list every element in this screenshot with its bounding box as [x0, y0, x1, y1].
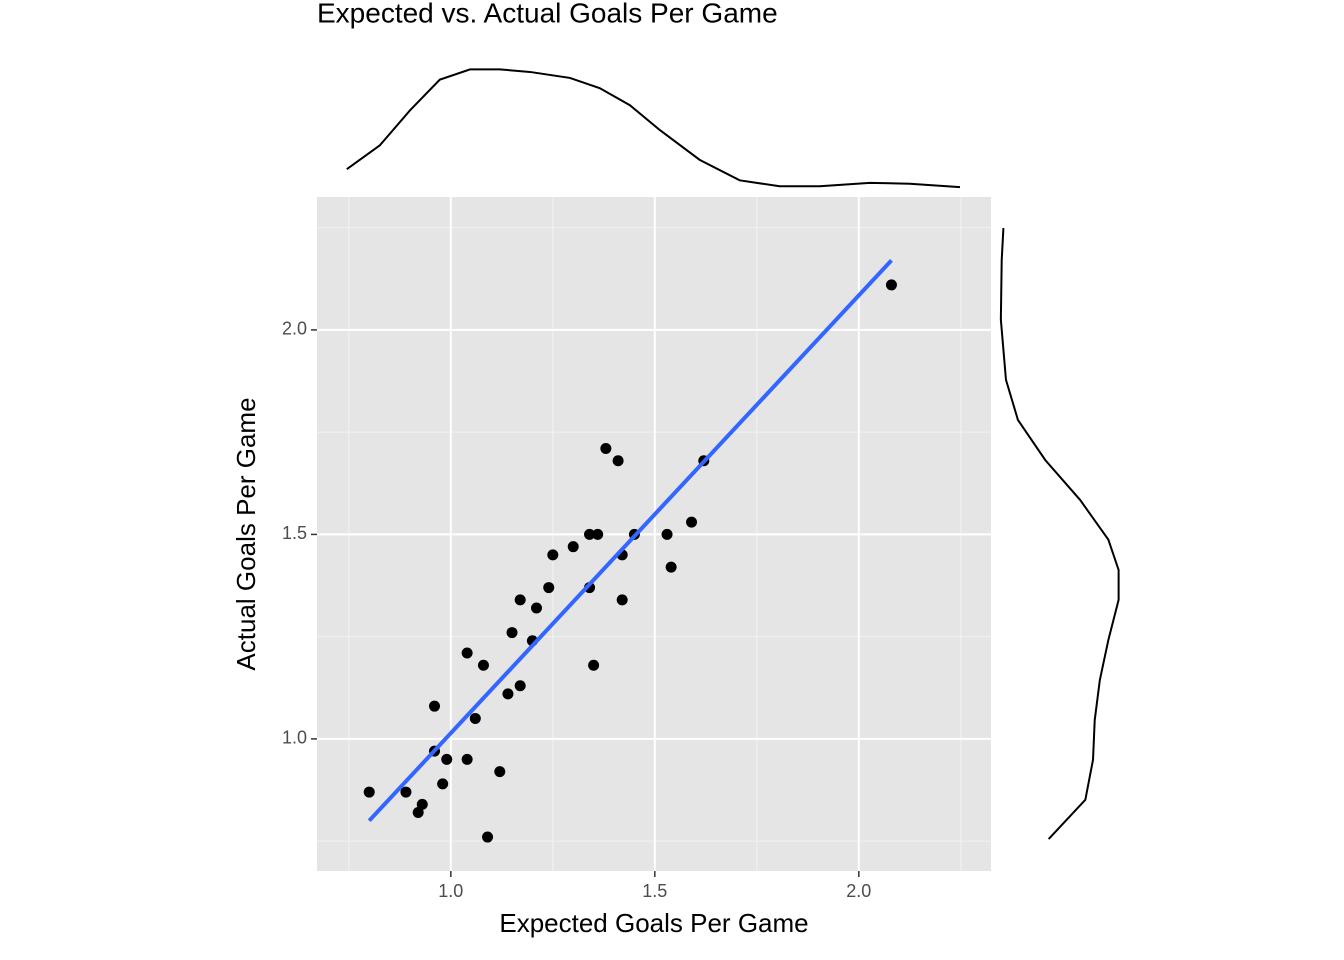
point: [461, 753, 473, 765]
point: [477, 659, 489, 671]
point: [494, 766, 506, 778]
point: [588, 659, 600, 671]
point: [661, 528, 673, 540]
point: [412, 807, 424, 819]
y-tick-label: 2.0: [282, 319, 307, 339]
point: [363, 786, 375, 798]
point: [584, 528, 596, 540]
point: [686, 516, 698, 528]
point: [441, 753, 453, 765]
point: [506, 627, 518, 639]
point: [600, 443, 612, 455]
point: [502, 688, 514, 700]
chart-title: Expected vs. Actual Goals Per Game: [317, 0, 778, 28]
point: [514, 594, 526, 606]
point: [400, 786, 412, 798]
x-tick-label: 1.0: [438, 881, 463, 901]
point: [612, 455, 624, 467]
y-tick-label: 1.0: [282, 728, 307, 748]
point: [437, 778, 449, 790]
trend-line: [367, 259, 893, 823]
point: [530, 602, 542, 614]
y-axis-label: Actual Goals Per Game: [231, 397, 261, 670]
point: [665, 561, 677, 573]
point: [567, 541, 579, 553]
x-tick-label: 2.0: [846, 881, 871, 901]
point: [482, 831, 494, 843]
point: [416, 798, 428, 810]
point: [429, 700, 441, 712]
point: [616, 594, 628, 606]
point: [469, 712, 481, 724]
y-density: [999, 228, 1120, 840]
point: [592, 528, 604, 540]
point: [543, 582, 555, 594]
point: [514, 680, 526, 692]
x-density: [346, 68, 961, 189]
point: [885, 279, 897, 291]
y-tick-label: 1.5: [282, 523, 307, 543]
point: [461, 647, 473, 659]
x-axis-label: Expected Goals Per Game: [499, 908, 808, 938]
x-tick-label: 1.5: [642, 881, 667, 901]
point: [547, 549, 559, 561]
